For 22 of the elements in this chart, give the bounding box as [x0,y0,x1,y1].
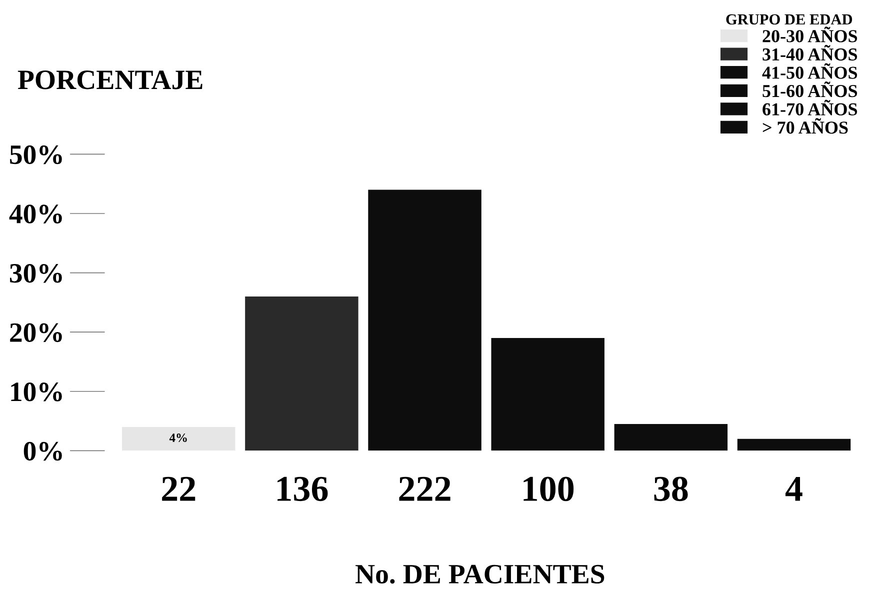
y-tick-label: 10% [11,382,62,402]
legend-label: > 70 AÑOS [762,118,848,134]
x-tick-label: 38 [654,476,688,502]
x-tick-label: 100 [524,476,574,502]
legend-label: 51-60 AÑOS [762,82,858,98]
legend-label: 31-40 AÑOS [762,44,858,61]
data-label: 4% [169,434,187,442]
x-tick-label: 4 [785,476,802,501]
y-tick-label: 40% [9,204,62,224]
legend-label: 61-70 AÑOS [762,100,858,116]
legend-label: 20-30 AÑOS [762,26,858,42]
y-tick-label: 0% [24,442,62,461]
y-tick-label: 20% [10,323,62,342]
x-tick-label: 222 [399,476,450,501]
y-tick-label: 30% [10,264,62,283]
y-axis-title: PORCENTAJE [18,70,202,90]
legend-title: GRUPO DE EDAD [726,14,852,25]
x-tick-label: 22 [162,476,196,501]
legend-label: 41-50 AÑOS [762,63,858,79]
y-tick-label: 50% [10,145,62,164]
x-tick-label: 136 [277,476,328,502]
x-axis-title: No. DE PACIENTES [356,564,604,584]
